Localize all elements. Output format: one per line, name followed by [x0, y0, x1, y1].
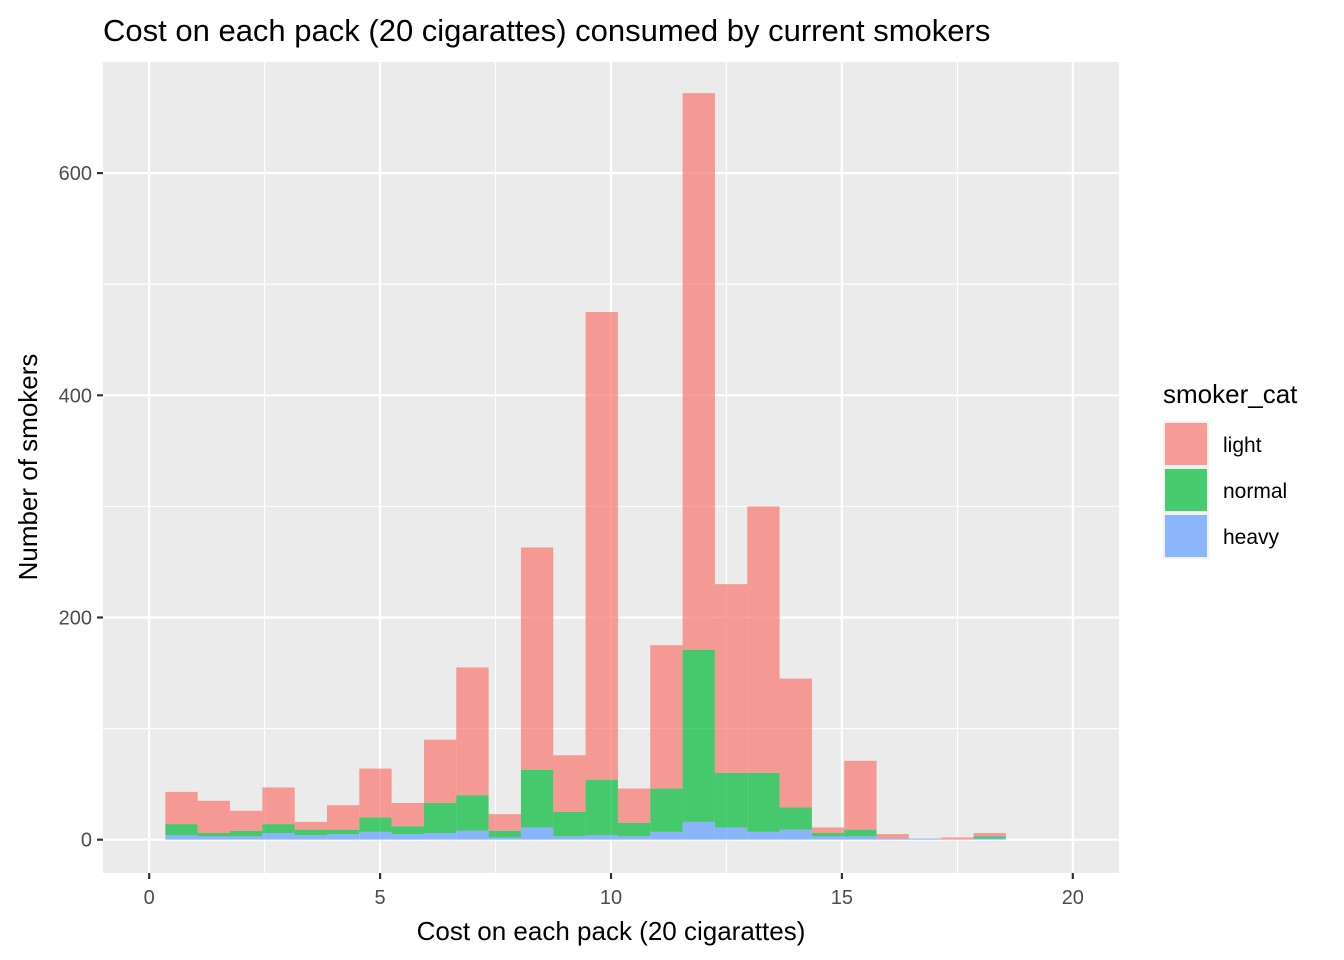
bar-normal [973, 836, 1006, 839]
bar-light [423, 739, 457, 803]
bar-normal [650, 788, 683, 832]
bar-heavy [844, 836, 877, 840]
bar-heavy [423, 833, 457, 840]
bar-heavy [714, 827, 748, 840]
bar-heavy [617, 836, 651, 840]
bar-heavy [488, 837, 521, 840]
legend-title: smoker_cat [1163, 379, 1298, 409]
bar-light [876, 834, 909, 839]
bar-normal [359, 817, 392, 832]
bar-heavy [456, 830, 489, 840]
bar-heavy [359, 831, 392, 840]
bar-normal [747, 773, 780, 832]
bar-heavy [262, 833, 295, 840]
bar-light [488, 814, 521, 831]
bar-light [553, 755, 586, 812]
legend-label-heavy: heavy [1223, 526, 1280, 549]
bar-normal [553, 811, 586, 837]
x-tick-label: 20 [1062, 887, 1084, 909]
bar-heavy [908, 838, 942, 840]
bar-heavy [520, 827, 554, 840]
bar-heavy [294, 835, 327, 840]
bar-light [262, 787, 295, 825]
bar-normal [844, 829, 877, 837]
bar-normal [811, 833, 845, 837]
bar-normal [682, 649, 715, 822]
bar-heavy [197, 836, 230, 840]
bar-normal [423, 803, 457, 834]
bar-light [456, 667, 489, 796]
x-tick-label: 5 [375, 887, 386, 909]
bar-light [811, 827, 845, 833]
bar-light [197, 800, 230, 834]
bar-heavy [973, 838, 1006, 840]
bar-light [294, 821, 327, 830]
bar-light [973, 833, 1006, 837]
bar-heavy [811, 836, 845, 840]
bar-normal [294, 829, 327, 836]
bar-heavy [650, 831, 683, 840]
bar-light [714, 584, 748, 774]
bar-normal [262, 824, 295, 834]
bar-normal [714, 773, 748, 828]
bar-light [682, 93, 715, 650]
x-tick-label: 10 [600, 887, 622, 909]
legend-swatch-light [1165, 423, 1207, 465]
bar-heavy [391, 834, 424, 840]
x-axis: 0 5 10 15 20 [144, 873, 1084, 909]
bar-light [941, 837, 974, 840]
bar-normal [585, 779, 618, 836]
bar-normal [197, 833, 230, 837]
bar-normal [230, 830, 263, 837]
legend: smoker_cat light normal heavy [1163, 379, 1298, 559]
bar-normal [456, 795, 489, 831]
bar-light [359, 768, 392, 818]
bar-heavy [779, 829, 812, 840]
y-axis: 0 200 400 600 [59, 163, 103, 852]
bar-light [391, 803, 424, 827]
bar-light [520, 547, 554, 770]
bar-heavy [682, 821, 715, 840]
bar-normal [779, 807, 812, 830]
y-tick-label: 200 [59, 607, 92, 629]
y-tick-label: 400 [59, 385, 92, 407]
bar-normal [326, 829, 360, 835]
bar-heavy [747, 831, 780, 840]
bar-light [650, 645, 683, 789]
bar-normal [520, 769, 554, 828]
bar-normal [165, 824, 198, 836]
bar-heavy [230, 836, 263, 840]
bars-group [165, 93, 1006, 840]
chart-title: Cost on each pack (20 cigarattes) consum… [103, 13, 990, 48]
bar-light [326, 805, 360, 830]
y-tick-label: 0 [81, 830, 92, 852]
bar-light [585, 311, 618, 780]
bar-light [165, 791, 198, 825]
bar-normal [391, 826, 424, 835]
x-axis-title: Cost on each pack (20 cigarattes) [417, 916, 806, 946]
bar-light [230, 810, 263, 831]
bar-normal [617, 823, 651, 837]
bar-heavy [326, 834, 360, 840]
legend-swatch-normal [1165, 469, 1207, 511]
x-tick-label: 15 [831, 887, 853, 909]
legend-keys: light normal heavy [1163, 421, 1287, 559]
x-tick-label: 0 [144, 887, 155, 909]
bar-heavy [553, 836, 586, 840]
y-axis-title: Number of smokers [13, 354, 43, 581]
bar-light [844, 760, 877, 830]
legend-label-normal: normal [1223, 480, 1287, 503]
legend-label-light: light [1223, 434, 1262, 457]
bar-light [617, 788, 651, 824]
bar-heavy [876, 838, 909, 840]
legend-swatch-heavy [1165, 515, 1207, 557]
bar-light [747, 506, 780, 774]
bar-heavy [165, 835, 198, 840]
y-tick-label: 600 [59, 163, 92, 185]
bar-normal [488, 830, 521, 838]
bar-light [779, 678, 812, 808]
bar-heavy [585, 835, 618, 840]
